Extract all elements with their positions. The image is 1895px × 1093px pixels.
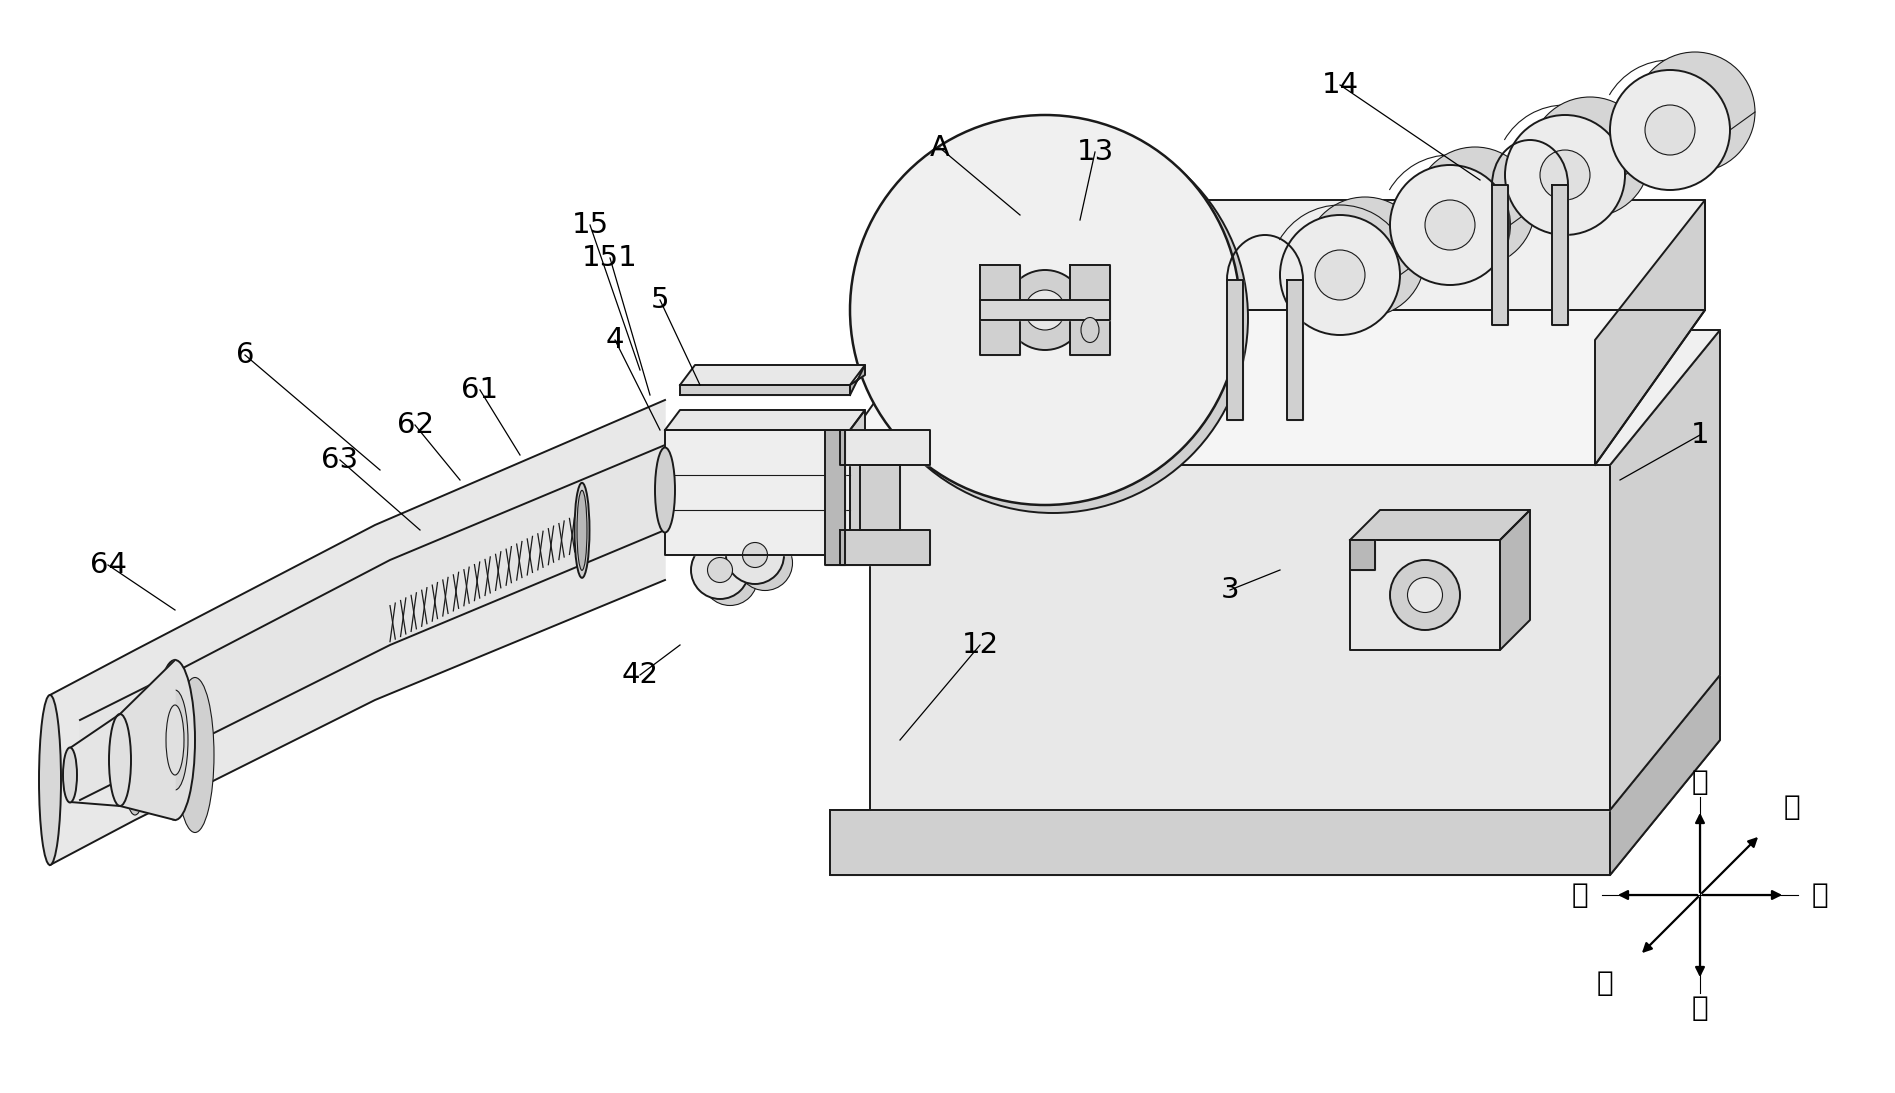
Text: 13: 13 [1076, 138, 1114, 166]
Polygon shape [119, 660, 174, 820]
Polygon shape [80, 445, 665, 800]
Ellipse shape [63, 748, 78, 802]
Ellipse shape [167, 705, 184, 775]
Polygon shape [870, 330, 1721, 465]
Text: 42: 42 [622, 661, 658, 689]
Polygon shape [830, 675, 1721, 875]
Text: 64: 64 [89, 551, 127, 579]
Text: 15: 15 [572, 211, 608, 239]
Polygon shape [1071, 265, 1110, 355]
Text: 左: 左 [1571, 881, 1588, 909]
Polygon shape [49, 400, 665, 865]
Ellipse shape [1315, 250, 1364, 299]
Ellipse shape [176, 678, 214, 833]
Ellipse shape [1025, 290, 1065, 330]
Polygon shape [860, 465, 900, 530]
Text: 151: 151 [582, 244, 639, 272]
Ellipse shape [851, 115, 1239, 505]
Polygon shape [830, 810, 1611, 875]
Text: 6: 6 [235, 341, 254, 369]
Polygon shape [665, 430, 851, 555]
Text: 前: 前 [1597, 969, 1613, 997]
Text: 4: 4 [606, 326, 623, 354]
Ellipse shape [1408, 577, 1442, 612]
Polygon shape [1611, 675, 1721, 875]
Ellipse shape [123, 725, 146, 815]
Ellipse shape [737, 536, 792, 590]
Ellipse shape [692, 541, 749, 599]
Text: 下: 下 [1692, 994, 1707, 1022]
Ellipse shape [1425, 200, 1474, 250]
Ellipse shape [703, 551, 758, 606]
Ellipse shape [1391, 165, 1510, 285]
Ellipse shape [1541, 150, 1590, 200]
Polygon shape [1501, 510, 1529, 650]
Polygon shape [839, 430, 930, 465]
Ellipse shape [576, 491, 587, 571]
Text: A: A [930, 134, 949, 162]
Polygon shape [1491, 185, 1508, 325]
Ellipse shape [1306, 197, 1425, 317]
Ellipse shape [1391, 560, 1459, 630]
Polygon shape [680, 385, 851, 395]
Polygon shape [1226, 280, 1243, 420]
Polygon shape [851, 410, 864, 555]
Text: 右: 右 [1812, 881, 1829, 909]
Ellipse shape [1080, 317, 1099, 342]
Text: 后: 后 [1783, 792, 1800, 821]
Polygon shape [1611, 330, 1721, 810]
Polygon shape [1349, 540, 1501, 650]
Polygon shape [1552, 185, 1567, 325]
Ellipse shape [161, 690, 188, 790]
Polygon shape [851, 365, 864, 395]
Text: 5: 5 [650, 286, 669, 314]
Polygon shape [839, 530, 930, 565]
Text: 1: 1 [1690, 421, 1709, 449]
Text: 3: 3 [1220, 576, 1239, 604]
Polygon shape [980, 265, 1020, 355]
Ellipse shape [743, 542, 767, 567]
Ellipse shape [1645, 105, 1694, 155]
Ellipse shape [1529, 97, 1651, 218]
Polygon shape [1287, 280, 1304, 420]
Text: 62: 62 [396, 411, 434, 439]
Text: 63: 63 [322, 446, 358, 474]
Polygon shape [940, 200, 1706, 310]
Polygon shape [980, 299, 1110, 320]
Polygon shape [830, 310, 1706, 465]
Polygon shape [680, 365, 864, 385]
Ellipse shape [155, 660, 195, 820]
Ellipse shape [707, 557, 733, 583]
Text: 14: 14 [1321, 71, 1359, 99]
Polygon shape [665, 410, 864, 430]
Polygon shape [824, 430, 845, 565]
Ellipse shape [110, 714, 131, 806]
Ellipse shape [1611, 70, 1730, 190]
Ellipse shape [858, 124, 1249, 513]
Ellipse shape [656, 447, 675, 532]
Ellipse shape [1004, 270, 1086, 350]
Text: 上: 上 [1692, 768, 1707, 796]
Ellipse shape [726, 526, 785, 584]
Ellipse shape [1279, 215, 1400, 334]
Ellipse shape [574, 483, 589, 578]
Ellipse shape [40, 695, 61, 865]
Polygon shape [1349, 510, 1529, 540]
Text: 12: 12 [961, 631, 999, 659]
Ellipse shape [1416, 146, 1535, 267]
Polygon shape [1349, 540, 1376, 571]
Ellipse shape [1635, 52, 1755, 172]
Polygon shape [870, 465, 1611, 810]
Ellipse shape [1505, 115, 1626, 235]
Polygon shape [1596, 200, 1706, 465]
Text: 61: 61 [462, 376, 498, 404]
